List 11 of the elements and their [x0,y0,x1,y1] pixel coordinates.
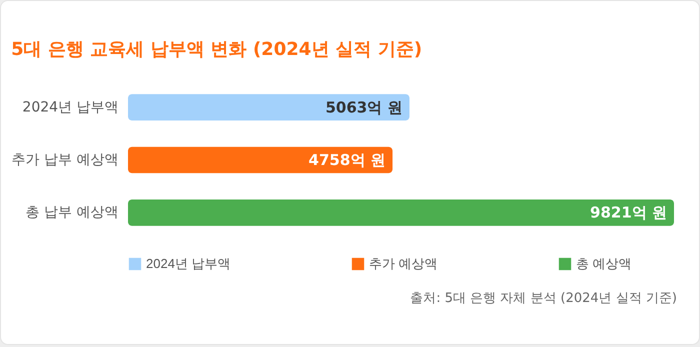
legend-label: 추가 예상액 [369,256,438,271]
data-label: 9821억 원 [590,204,667,222]
legend-label: 2024년 납부액 [146,256,231,271]
y-tick-label: 추가 납부 예상액 [12,152,118,168]
source-note: 출처: 5대 은행 자체 분석 (2024년 실적 기준) [410,290,677,307]
data-label: 4758억 원 [308,151,386,169]
data-label: 5063억 원 [325,98,402,116]
chart-title: 5대 은행 교육세 납부액 변화 (2024년 실적 기준) [11,39,422,60]
y-tick-label: 2024년 납부액 [22,99,118,116]
legend-label: 총 예상액 [576,256,632,271]
y-tick-label: 총 납부 예상액 [26,204,118,221]
